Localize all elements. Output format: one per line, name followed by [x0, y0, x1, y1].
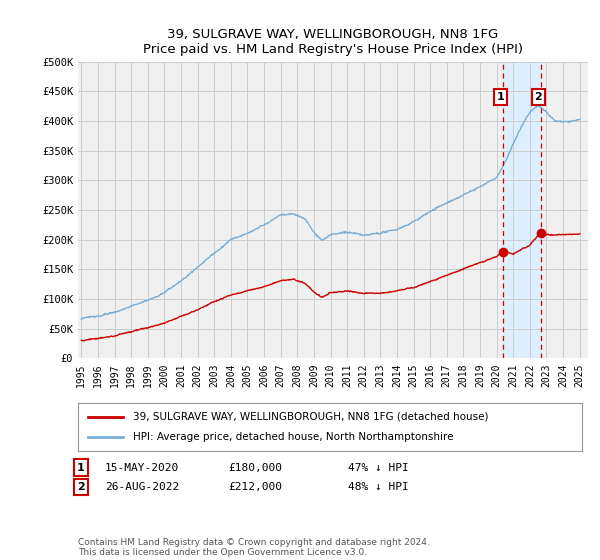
Text: 15-MAY-2020: 15-MAY-2020	[105, 463, 179, 473]
Text: HPI: Average price, detached house, North Northamptonshire: HPI: Average price, detached house, Nort…	[133, 432, 454, 442]
Text: 2: 2	[77, 482, 85, 492]
Text: £180,000: £180,000	[228, 463, 282, 473]
Text: 48% ↓ HPI: 48% ↓ HPI	[348, 482, 409, 492]
Text: 2: 2	[534, 92, 542, 102]
Text: Contains HM Land Registry data © Crown copyright and database right 2024.
This d: Contains HM Land Registry data © Crown c…	[78, 538, 430, 557]
Text: 39, SULGRAVE WAY, WELLINGBOROUGH, NN8 1FG (detached house): 39, SULGRAVE WAY, WELLINGBOROUGH, NN8 1F…	[133, 412, 489, 422]
Bar	[503, 62, 541, 358]
Title: 39, SULGRAVE WAY, WELLINGBOROUGH, NN8 1FG
Price paid vs. HM Land Registry's Hous: 39, SULGRAVE WAY, WELLINGBOROUGH, NN8 1F…	[143, 28, 523, 56]
Text: 47% ↓ HPI: 47% ↓ HPI	[348, 463, 409, 473]
Text: 1: 1	[496, 92, 504, 102]
Text: £212,000: £212,000	[228, 482, 282, 492]
Text: 1: 1	[77, 463, 85, 473]
Text: 26-AUG-2022: 26-AUG-2022	[105, 482, 179, 492]
